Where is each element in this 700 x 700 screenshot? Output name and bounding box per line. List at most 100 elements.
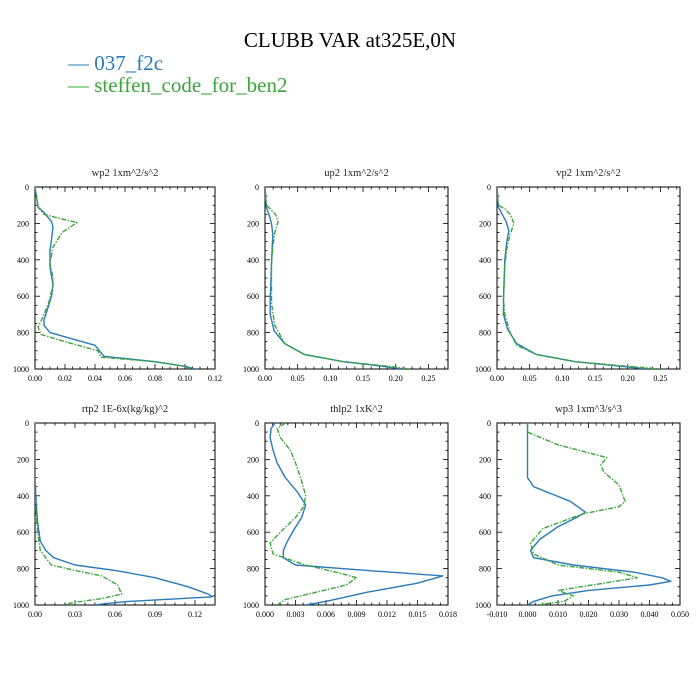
y-tick-label: 0 xyxy=(487,419,491,428)
series-line-2 xyxy=(35,187,190,369)
x-tick-label: 0.03 xyxy=(68,610,82,619)
panel-title: wp3 1xm^3/s^3 xyxy=(555,404,622,415)
x-tick-label: 0.08 xyxy=(148,374,162,383)
series-line-2 xyxy=(497,187,661,369)
y-tick-label: 200 xyxy=(479,219,491,228)
y-tick-label: 1000 xyxy=(243,601,259,610)
x-tick-label: 0.015 xyxy=(409,610,427,619)
y-tick-label: 600 xyxy=(17,528,29,537)
series-line-1 xyxy=(265,187,403,369)
x-tick-label: 0.02 xyxy=(58,374,72,383)
y-tick-label: 0 xyxy=(255,183,259,192)
y-tick-label: 600 xyxy=(479,528,491,537)
x-tick-label: 0.00 xyxy=(490,374,504,383)
plot-frame xyxy=(34,422,216,606)
x-tick-label: 0.20 xyxy=(621,374,635,383)
x-tick-label: 0.12 xyxy=(208,374,222,383)
y-tick-label: 1000 xyxy=(475,601,491,610)
x-tick-label: 0.25 xyxy=(653,374,667,383)
legend-swatch-series-1: — xyxy=(68,51,95,75)
x-tick-label: 0.15 xyxy=(356,374,370,383)
y-tick-label: 600 xyxy=(17,292,29,301)
x-tick-label: 0.040 xyxy=(641,610,659,619)
y-tick-label: 400 xyxy=(17,256,29,265)
x-tick-label: 0.20 xyxy=(389,374,403,383)
legend-swatch-series-2: — xyxy=(68,73,95,97)
y-tick-label: 800 xyxy=(479,329,491,338)
x-tick-label: 0.018 xyxy=(439,610,457,619)
y-tick-label: 0 xyxy=(487,183,491,192)
y-tick-label: 0 xyxy=(255,419,259,428)
series-line-1 xyxy=(269,423,444,605)
y-tick-label: 400 xyxy=(479,256,491,265)
legend-item-series-1: — 037_f2c xyxy=(68,52,163,74)
series-line-2 xyxy=(269,423,358,605)
x-tick-label: 0.003 xyxy=(287,610,305,619)
chart-panel-6: wp3 1xm^3/s^3 0 200 400 600 800 1000-0.010 0.00… xyxy=(475,404,689,619)
x-tick-label: 0.012 xyxy=(378,610,396,619)
x-tick-label: 0.00 xyxy=(28,374,42,383)
y-tick-label: 0 xyxy=(25,183,29,192)
y-tick-label: 1000 xyxy=(475,365,491,374)
x-tick-label: 0.15 xyxy=(588,374,602,383)
page-title: CLUBB VAR at325E,0N xyxy=(243,28,457,52)
plot-frame xyxy=(264,186,449,370)
chart-panel-4: rtp2 1E-6x(kg/kg)^2 0 200 400 600 800 10000.00… xyxy=(13,404,216,619)
y-tick-label: 800 xyxy=(17,565,29,574)
panel-title: vp2 1xm^2/s^2 xyxy=(556,168,620,179)
x-tick-label: 0.010 xyxy=(549,610,567,619)
x-tick-label: 0.10 xyxy=(555,374,569,383)
y-tick-label: 200 xyxy=(479,455,491,464)
y-tick-label: 600 xyxy=(479,292,491,301)
y-tick-label: 400 xyxy=(17,492,29,501)
x-tick-label: 0.00 xyxy=(258,374,272,383)
x-tick-label: -0.010 xyxy=(487,610,508,619)
x-tick-label: 0.05 xyxy=(291,374,305,383)
y-tick-label: 1000 xyxy=(13,601,29,610)
x-tick-label: 0.12 xyxy=(188,610,202,619)
y-tick-label: 0 xyxy=(25,419,29,428)
x-tick-label: 0.09 xyxy=(148,610,162,619)
series-line-1 xyxy=(497,187,648,369)
x-tick-label: 0.00 xyxy=(28,610,42,619)
x-tick-label: 0.000 xyxy=(519,610,537,619)
x-tick-label: 0.05 xyxy=(523,374,537,383)
y-tick-label: 600 xyxy=(247,292,259,301)
panel-title: rtp2 1E-6x(kg/kg)^2 xyxy=(82,404,168,415)
y-tick-label: 800 xyxy=(247,329,259,338)
y-tick-label: 400 xyxy=(247,256,259,265)
x-tick-label: 0.06 xyxy=(108,610,122,619)
y-tick-label: 600 xyxy=(247,528,259,537)
series-line-2 xyxy=(526,423,638,605)
y-tick-label: 200 xyxy=(247,455,259,464)
panel-title: wp2 1xm^2/s^2 xyxy=(92,168,159,179)
x-tick-label: 0.25 xyxy=(421,374,435,383)
panel-title: up2 1xm^2/s^2 xyxy=(324,168,388,179)
y-tick-label: 800 xyxy=(247,565,259,574)
y-tick-label: 800 xyxy=(479,565,491,574)
legend-item-series-2: — steffen_code_for_ben2 xyxy=(68,74,287,96)
y-tick-label: 1000 xyxy=(13,365,29,374)
y-tick-label: 400 xyxy=(247,492,259,501)
series-line-2 xyxy=(265,187,409,369)
legend-label-series-2: steffen_code_for_ben2 xyxy=(94,73,288,97)
y-tick-label: 200 xyxy=(17,455,29,464)
series-line-1 xyxy=(35,423,214,605)
x-tick-label: 0.009 xyxy=(348,610,366,619)
x-tick-label: 0.10 xyxy=(323,374,337,383)
x-tick-label: 0.10 xyxy=(178,374,192,383)
panel-title: thlp2 1xK^2 xyxy=(330,404,382,415)
series-line-1 xyxy=(526,423,672,605)
plot-frame xyxy=(34,186,216,370)
plot-frame xyxy=(496,422,681,606)
x-tick-label: 0.04 xyxy=(88,374,102,383)
series-line-1 xyxy=(35,187,196,369)
plot-frame xyxy=(496,186,681,370)
series-line-2 xyxy=(35,423,123,605)
y-tick-label: 400 xyxy=(479,492,491,501)
